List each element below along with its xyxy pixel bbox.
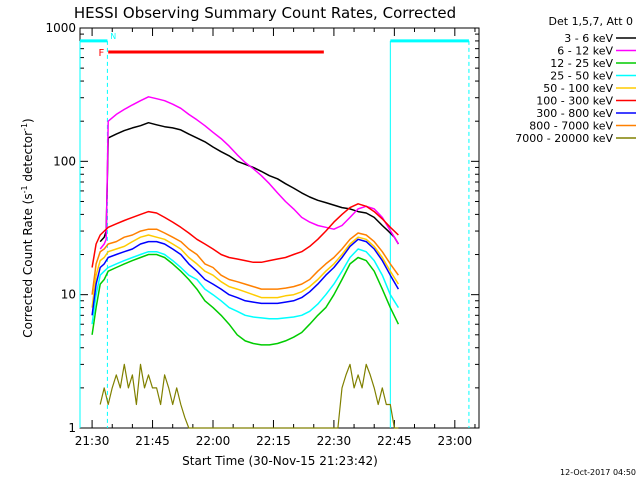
x-tick-label: 23:00 — [438, 434, 473, 448]
annotations: FN — [79, 32, 470, 428]
legend-entry: 800 - 7000 keV — [529, 120, 613, 133]
legend-entry: 3 - 6 keV — [564, 32, 613, 45]
legend-entry: 300 - 800 keV — [536, 107, 613, 120]
series-line-1 — [99, 96, 400, 250]
timestamp: 12-Oct-2017 04:50 — [560, 468, 636, 477]
series-line-7 — [91, 228, 400, 295]
legend-entry: 7000 - 20000 keV — [515, 132, 613, 145]
series-line-0 — [99, 121, 400, 245]
series-line-4 — [91, 234, 400, 308]
legend-entry: 100 - 300 keV — [536, 95, 613, 108]
series-line-2 — [91, 253, 400, 346]
night-label: N — [110, 32, 116, 41]
y-axis-label-start: Corrected Count Rate (s — [21, 193, 35, 337]
chart-title: HESSI Observing Summary Count Rates, Cor… — [74, 4, 456, 22]
y-tick-label: 10 — [61, 288, 76, 302]
x-tick-label: 22:30 — [317, 434, 352, 448]
series-line-3 — [91, 248, 400, 325]
x-tick-label: 22:00 — [196, 434, 231, 448]
legend-entry: 12 - 25 keV — [550, 57, 613, 70]
legend-entry: 50 - 100 keV — [543, 82, 613, 95]
x-tick-label: 22:15 — [256, 434, 291, 448]
y-tick-label: 1000 — [45, 21, 76, 35]
legend-entry: 25 - 50 keV — [550, 70, 613, 83]
series-lines — [91, 96, 400, 429]
x-tick-label: 21:45 — [135, 434, 170, 448]
y-tick-label: 100 — [53, 154, 76, 168]
y-axis-label-sup1: -1 — [20, 185, 29, 193]
series-line-8 — [99, 363, 399, 429]
flare-label: F — [98, 48, 104, 59]
axis-ticks: 21:30 21:45 22:00 22:15 22:30 22:45 23:00 1 10 10… — [45, 21, 479, 448]
legend-entry: 6 - 12 keV — [557, 45, 613, 58]
x-axis-label: Start Time (30-Nov-15 21:23:42) — [182, 454, 378, 468]
legend-title: Det 1,5,7, Att 0 — [549, 15, 633, 28]
series-line-6 — [91, 238, 400, 316]
x-tick-label: 22:45 — [377, 434, 412, 448]
y-axis-label: Corrected Count Rate (s-1 detector-1) — [20, 118, 35, 337]
x-tick-label: 21:30 — [75, 434, 110, 448]
y-axis-label-sup2: -1 — [20, 123, 29, 131]
y-axis-label-end: ) — [21, 118, 35, 123]
series-line-5 — [91, 203, 399, 268]
y-tick-label: 1 — [68, 421, 76, 435]
y-axis-label-mid: detector — [21, 131, 35, 186]
